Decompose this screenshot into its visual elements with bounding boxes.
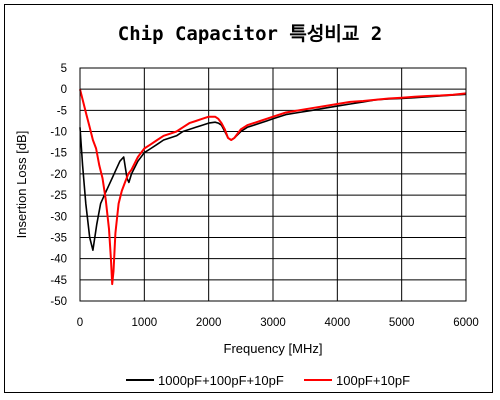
series-line-1 bbox=[79, 93, 467, 251]
chart-title: Chip Capacitor 특성비교 2 bbox=[118, 23, 382, 45]
legend-label-1: 1000pF+100pF+10pF bbox=[158, 373, 284, 388]
grid-layer bbox=[79, 67, 467, 302]
y-tick-label: -45 bbox=[50, 275, 67, 287]
x-axis-label: Frequency [MHz] bbox=[224, 341, 323, 356]
y-tick-label: -30 bbox=[50, 211, 67, 223]
x-tick-label: 1000 bbox=[132, 317, 158, 329]
y-axis-label: Insertion Loss [dB] bbox=[14, 131, 29, 239]
x-tick-labels: 0 1000 2000 3000 4000 5000 6000 bbox=[77, 317, 479, 329]
y-tick-label: -15 bbox=[50, 148, 67, 160]
series-layer bbox=[79, 88, 467, 286]
y-tick-label: 0 bbox=[61, 84, 67, 96]
x-tick-label: 4000 bbox=[325, 317, 351, 329]
x-tick-label: 3000 bbox=[260, 317, 286, 329]
y-tick-label: -25 bbox=[50, 190, 67, 202]
y-tick-label: -35 bbox=[50, 232, 67, 244]
legend: 1000pF+100pF+10pF 100pF+10pF bbox=[126, 373, 410, 388]
y-tick-label: -5 bbox=[57, 105, 67, 117]
x-tick-label: 5000 bbox=[389, 317, 415, 329]
y-tick-label: -10 bbox=[50, 127, 67, 139]
y-tick-label: 5 bbox=[61, 63, 67, 75]
x-tick-label: 6000 bbox=[453, 317, 479, 329]
plot-area-border bbox=[79, 67, 467, 302]
x-tick-label: 2000 bbox=[196, 317, 222, 329]
x-tick-label: 0 bbox=[77, 317, 83, 329]
y-tick-label: -40 bbox=[50, 254, 67, 266]
y-tick-labels: 5 0 -5 -10 -15 -20 -25 -30 -35 -40 -45 -50 bbox=[50, 63, 67, 308]
legend-label-2: 100pF+10pF bbox=[336, 373, 410, 388]
y-tick-label: -50 bbox=[50, 296, 67, 308]
y-tick-label: -20 bbox=[50, 169, 67, 181]
series-line-2 bbox=[79, 88, 467, 286]
